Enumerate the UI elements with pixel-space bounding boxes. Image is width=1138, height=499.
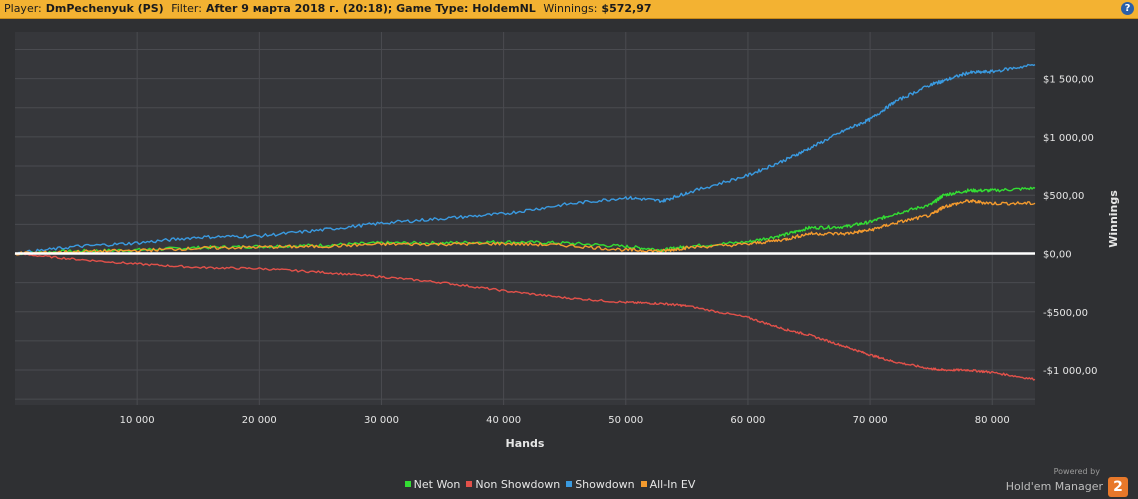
series-line-all-in-ev [14,199,1036,256]
y-tick-label: -$1 000,00 [1043,366,1098,377]
plot-area [15,32,1035,405]
winnings-value: $572,97 [601,2,652,15]
legend-label: All-In EV [649,478,696,491]
x-tick-labels: 10 000 20 000 30 000 40 000 50 000 60 000 70 0… [120,415,1010,426]
legend-item-net-won[interactable]: Net Won [404,478,461,491]
brand-badge: 2 [1108,476,1128,497]
y-tick-label: $1 500,00 [1043,75,1094,86]
brand-logo: Powered by Hold'em Manager 2 [1006,467,1128,497]
y-tick-label: $1 000,00 [1043,133,1094,144]
x-axis-label: Hands [506,437,545,450]
player-value: DmPechenyuk (PS) [45,2,164,15]
x-tick-label: 30 000 [364,415,399,426]
chart-legend: Net Won Non Showdown Showdown All-In EV [0,478,1100,491]
series-lines [14,63,1036,381]
y-tick-label: -$500,00 [1043,308,1088,319]
legend-swatch [640,481,647,487]
y-tick-labels: -$1 000,00 -$500,00 $0,00 $500,00 $1 000,00 $… [1043,75,1098,377]
legend-label: Net Won [413,478,461,491]
legend-label: Showdown [575,478,635,491]
filter-value: After 9 марта 2018 г. (20:18); Game Type… [205,2,536,15]
winnings-label: Winnings: [543,2,598,15]
x-tick-label: 10 000 [120,415,155,426]
filter-bar: Player: DmPechenyuk (PS) Filter: After 9 м… [0,0,1138,19]
grid-lines [15,32,1035,405]
legend-item-non-showdown[interactable]: Non Showdown [466,478,560,491]
x-tick-label: 50 000 [608,415,643,426]
y-tick-label: $500,00 [1043,191,1084,202]
legend-swatch [566,481,573,487]
brand-name: Hold'em Manager [1005,480,1103,493]
legend-item-all-in-ev[interactable]: All-In EV [640,478,696,491]
legend-item-showdown[interactable]: Showdown [566,478,635,491]
legend-swatch [404,481,411,487]
powered-by-text: Powered by [1053,467,1100,476]
player-label: Player: [4,2,42,15]
x-tick-label: 70 000 [853,415,888,426]
legend-swatch [466,481,473,487]
x-tick-label: 80 000 [975,415,1010,426]
help-icon[interactable]: ? [1121,2,1134,15]
winnings-chart: 10 000 20 000 30 000 40 000 50 000 60 000 70 0… [14,32,1120,450]
y-axis-label: Winnings [1107,190,1120,248]
x-tick-label: 60 000 [730,415,765,426]
series-line-showdown [14,63,1036,256]
y-tick-label: $0,00 [1043,249,1072,260]
series-line-non-showdown [14,252,1036,381]
x-tick-label: 20 000 [242,415,277,426]
legend-label: Non Showdown [475,478,561,491]
x-tick-label: 40 000 [486,415,521,426]
filter-label: Filter: [171,2,202,15]
